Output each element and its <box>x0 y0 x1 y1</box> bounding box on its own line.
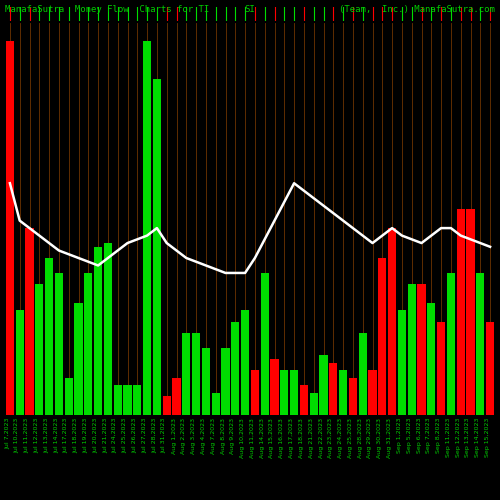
Bar <box>35 284 43 415</box>
Bar <box>280 370 288 415</box>
Bar <box>250 370 259 415</box>
Bar <box>241 310 250 415</box>
Bar <box>212 392 220 415</box>
Bar <box>172 378 180 415</box>
Bar <box>476 273 484 415</box>
Bar <box>124 385 132 415</box>
Bar <box>348 378 357 415</box>
Bar <box>16 310 24 415</box>
Bar <box>368 370 376 415</box>
Bar <box>84 273 92 415</box>
Bar <box>437 322 446 415</box>
Bar <box>408 284 416 415</box>
Bar <box>418 284 426 415</box>
Bar <box>466 210 474 415</box>
Bar <box>133 385 141 415</box>
Bar <box>310 392 318 415</box>
Bar <box>114 385 122 415</box>
Bar <box>486 322 494 415</box>
Bar <box>192 333 200 415</box>
Bar <box>260 273 269 415</box>
Bar <box>6 41 14 415</box>
Text: (Team,  Inc.) ManafaSutra.com: (Team, Inc.) ManafaSutra.com <box>339 5 495 14</box>
Bar <box>231 322 239 415</box>
Bar <box>446 273 455 415</box>
Bar <box>358 333 367 415</box>
Bar <box>182 333 190 415</box>
Bar <box>26 228 34 415</box>
Text: ManafaSutra  Money Flow  Charts for TI: ManafaSutra Money Flow Charts for TI <box>5 5 209 14</box>
Bar <box>427 303 436 415</box>
Bar <box>64 378 73 415</box>
Bar <box>398 310 406 415</box>
Bar <box>104 243 112 415</box>
Bar <box>74 303 82 415</box>
Bar <box>339 370 347 415</box>
Bar <box>94 247 102 415</box>
Bar <box>290 370 298 415</box>
Bar <box>456 210 465 415</box>
Bar <box>222 348 230 415</box>
Bar <box>378 258 386 415</box>
Text: SI: SI <box>244 5 256 14</box>
Bar <box>162 396 171 415</box>
Bar <box>152 78 161 415</box>
Bar <box>329 362 338 415</box>
Bar <box>388 228 396 415</box>
Bar <box>143 41 152 415</box>
Bar <box>270 359 278 415</box>
Bar <box>320 355 328 415</box>
Bar <box>45 258 54 415</box>
Bar <box>54 273 63 415</box>
Bar <box>300 385 308 415</box>
Bar <box>202 348 210 415</box>
